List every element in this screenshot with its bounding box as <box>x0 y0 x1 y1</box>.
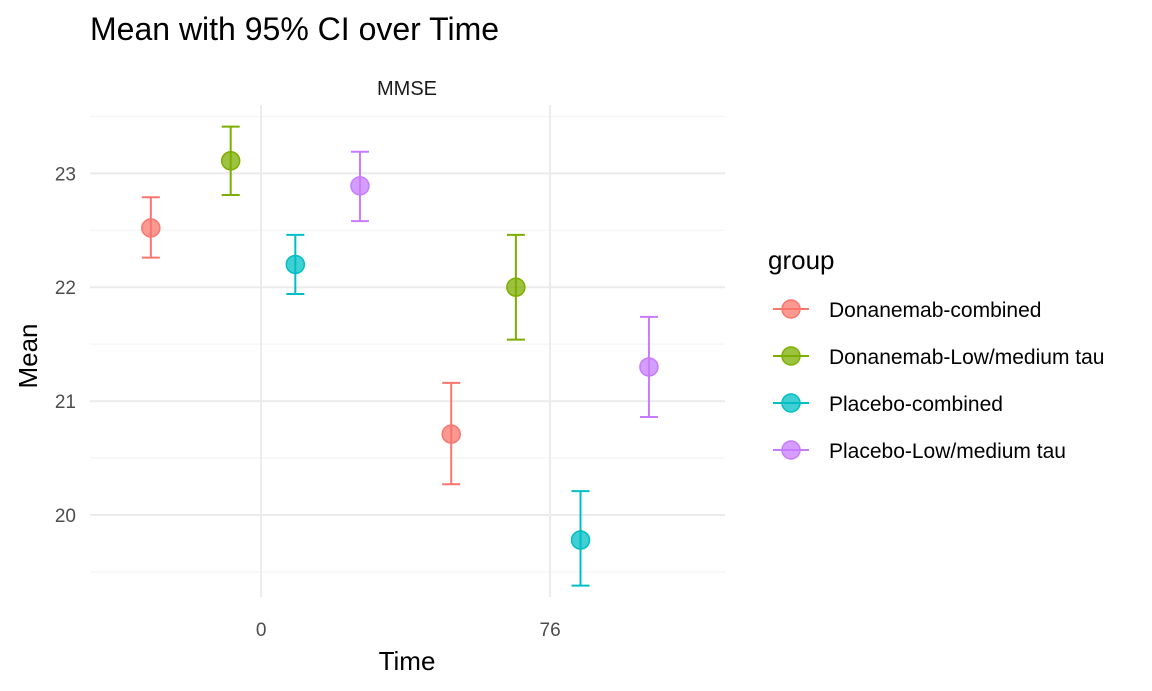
legend-item: Donanemab-Low/medium tau <box>773 346 1104 369</box>
data-point <box>570 530 591 550</box>
legend-label: Donanemab-combined <box>829 299 1041 322</box>
legend-item: Donanemab-combined <box>773 299 1041 322</box>
x-tick-label: 76 <box>540 620 561 641</box>
y-tick-label: 20 <box>55 506 76 527</box>
axis-ticks: 20 21 22 23 0 76 <box>55 164 561 641</box>
legend: Donanemab-combined Donanemab-Low/medium t… <box>773 299 1104 463</box>
y-tick-label: 22 <box>55 278 76 299</box>
legend-label: Placebo-combined <box>829 393 1003 416</box>
legend-key-point <box>781 393 801 413</box>
legend-label: Placebo-Low/medium tau <box>829 440 1066 463</box>
data-marks <box>141 125 659 587</box>
x-axis-title: Time <box>379 646 436 676</box>
data-point <box>350 176 370 196</box>
facet-strip-label: MMSE <box>377 78 437 100</box>
y-tick-label: 23 <box>55 164 76 185</box>
data-point <box>639 357 659 377</box>
data-point <box>506 277 526 297</box>
series-placebo-combined <box>285 233 591 587</box>
series-placebo-low-medium-tau <box>350 150 659 419</box>
series-donanemab-combined <box>141 196 461 486</box>
grid <box>90 105 725 597</box>
y-tick-label: 21 <box>55 392 76 413</box>
y-axis-title: Mean <box>13 323 43 388</box>
data-point <box>220 151 241 171</box>
x-tick-label: 0 <box>256 620 267 641</box>
legend-item: Placebo-Low/medium tau <box>773 440 1066 463</box>
data-point <box>141 218 161 238</box>
legend-item: Placebo-combined <box>773 393 1003 416</box>
chart-title: Mean with 95% CI over Time <box>90 11 499 47</box>
data-point <box>441 424 461 444</box>
legend-key-point <box>781 299 801 319</box>
series-donanemab-low-medium-tau <box>220 125 526 341</box>
data-point <box>285 254 306 275</box>
legend-key-point <box>781 346 801 366</box>
legend-title: group <box>768 245 835 275</box>
legend-key-point <box>781 440 801 460</box>
legend-label: Donanemab-Low/medium tau <box>829 346 1104 369</box>
